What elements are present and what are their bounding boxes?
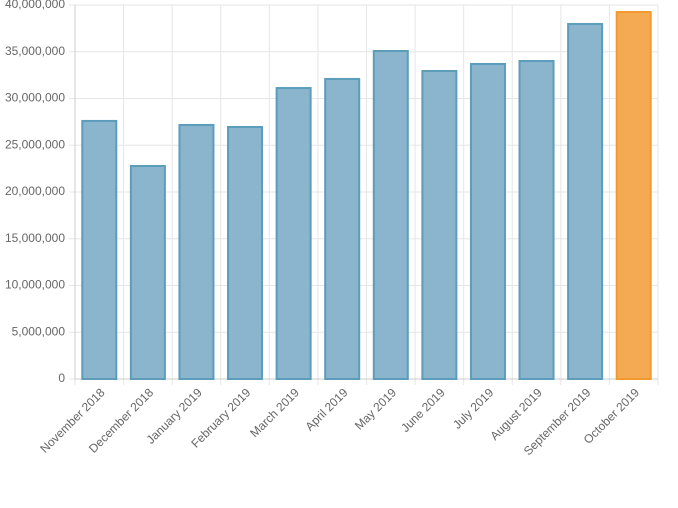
- bar: [567, 22, 604, 380]
- y-tick-label: 25,000,000: [5, 137, 65, 151]
- bar: [275, 87, 312, 380]
- y-tick-label: 20,000,000: [5, 184, 65, 198]
- y-tick-label: 0: [58, 371, 65, 385]
- bar: [129, 165, 166, 380]
- y-tick-label: 10,000,000: [5, 278, 65, 292]
- y-tick-label: 15,000,000: [5, 231, 65, 245]
- x-tick-label: June 2019: [398, 385, 448, 435]
- y-tick-label: 40,000,000: [5, 0, 65, 11]
- x-tick-label: March 2019: [247, 385, 302, 440]
- bar: [81, 119, 118, 380]
- x-tick-label: April 2019: [302, 385, 350, 433]
- y-tick-label: 35,000,000: [5, 44, 65, 58]
- bar: [615, 11, 652, 380]
- bar: [178, 123, 215, 381]
- x-tick-label: May 2019: [352, 385, 399, 432]
- bar: [518, 60, 555, 380]
- bar: [324, 77, 361, 381]
- y-tick-label: 30,000,000: [5, 91, 65, 105]
- bar: [469, 62, 506, 380]
- bar: [372, 50, 409, 380]
- y-tick-label: 5,000,000: [12, 324, 66, 338]
- bar: [227, 126, 264, 380]
- bar: [421, 70, 458, 381]
- x-tick-label: July 2019: [450, 385, 496, 431]
